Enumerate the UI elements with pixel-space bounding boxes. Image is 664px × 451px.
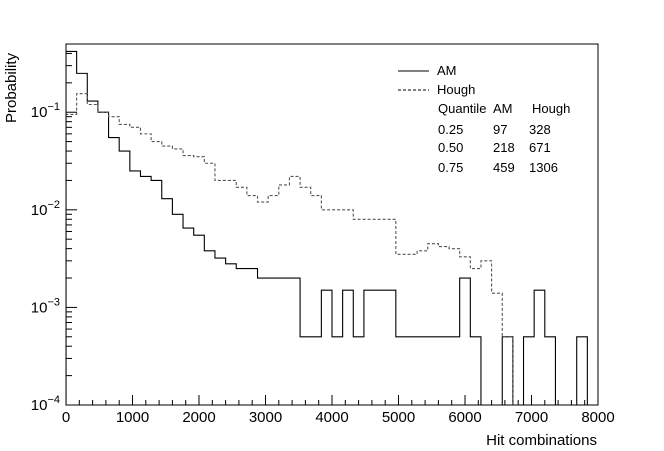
x-tick-label: 4000 — [315, 409, 348, 426]
y-tick-label: 10−4 — [31, 394, 60, 414]
quantile-header-am: AM — [493, 101, 513, 116]
x-tick-label: 2000 — [182, 409, 215, 426]
series-hough-histogram — [66, 93, 598, 405]
legend-label-am: AM — [437, 63, 457, 78]
quantile-header-quantile: Quantile — [438, 101, 486, 116]
x-tick-label: 5000 — [382, 409, 415, 426]
x-tick-label: 3000 — [249, 409, 282, 426]
quantile-row-2-hough: 671 — [529, 140, 551, 155]
quantile-row-1-hough: 328 — [529, 122, 551, 137]
quantile-row-3-hough: 1306 — [529, 160, 558, 175]
quantile-row-1-q: 0.25 — [438, 122, 463, 137]
x-axis-label: Hit combinations — [486, 432, 597, 449]
series-am-histogram — [66, 50, 598, 405]
plot-frame — [65, 43, 599, 406]
quantile-row-3-am: 459 — [493, 160, 515, 175]
x-tick-label: 0 — [62, 409, 70, 426]
x-tick-label: 1000 — [116, 409, 149, 426]
quantile-row-3-q: 0.75 — [438, 160, 463, 175]
quantile-header-hough: Hough — [532, 101, 570, 116]
x-tick-label: 7000 — [515, 409, 548, 426]
quantile-row-2-am: 218 — [493, 140, 515, 155]
quantile-row-1-am: 97 — [493, 122, 507, 137]
x-tick-label: 6000 — [448, 409, 481, 426]
y-tick-label: 10−2 — [31, 199, 60, 219]
y-tick-label: 10−1 — [31, 101, 60, 121]
quantile-table: Quantile AM Hough 0.25 97 328 0.50 218 6… — [438, 101, 570, 175]
x-tick-label: 8000 — [581, 409, 614, 426]
legend: AM Hough — [398, 63, 475, 97]
y-tick-label: 10−3 — [31, 296, 60, 316]
legend-label-hough: Hough — [437, 82, 475, 97]
y-axis-label: Probability — [3, 52, 20, 123]
quantile-row-2-q: 0.50 — [438, 140, 463, 155]
